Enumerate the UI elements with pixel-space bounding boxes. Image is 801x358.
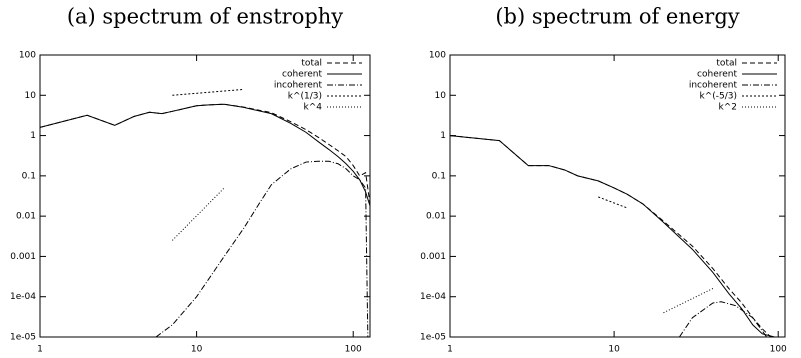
y-tick-label: 1 xyxy=(30,131,36,141)
legend-label: k^4 xyxy=(304,103,323,113)
chart-title: (a) spectrum of enstrophy xyxy=(67,5,343,29)
series-line xyxy=(678,301,768,337)
legend-label: k^(1/3) xyxy=(288,92,322,102)
series-line xyxy=(450,135,772,337)
legend-label: total xyxy=(301,59,322,69)
y-tick-label: 10 xyxy=(25,91,37,101)
legend-label: coherent xyxy=(282,70,322,80)
series-line xyxy=(171,187,225,241)
plot-lines xyxy=(450,135,775,337)
chart-title: (b) spectrum of energy xyxy=(495,5,739,29)
series-line xyxy=(155,160,369,337)
y-tick-label: 0.001 xyxy=(420,252,446,262)
plot-lines xyxy=(40,88,370,337)
legend-label: k^(-5/3) xyxy=(699,92,737,102)
y-tick-label: 1e-04 xyxy=(420,292,446,302)
series-line xyxy=(40,103,370,205)
y-tick-label: 0.01 xyxy=(426,212,446,222)
series-line xyxy=(172,88,244,96)
series-line xyxy=(663,288,714,314)
plot-frame xyxy=(39,54,371,338)
legend-label: coherent xyxy=(697,70,737,80)
legend-label: incoherent xyxy=(689,81,738,91)
series-line xyxy=(40,103,370,207)
legend-label: k^2 xyxy=(719,103,737,113)
y-tick-label: 1 xyxy=(440,131,446,141)
y-tick-label: 0.01 xyxy=(16,212,36,222)
series-line xyxy=(598,196,628,209)
legend-label: total xyxy=(716,59,737,69)
series-line xyxy=(450,135,775,337)
y-tick-label: 0.1 xyxy=(22,171,36,181)
x-tick-label: 10 xyxy=(191,345,203,355)
x-tick-label: 100 xyxy=(770,345,787,355)
x-tick-label: 10 xyxy=(608,345,620,355)
x-tick-label: 1 xyxy=(447,345,453,355)
legend-label: incoherent xyxy=(274,81,323,91)
y-tick-label: 1e-04 xyxy=(10,292,36,302)
y-tick-label: 100 xyxy=(429,51,446,61)
x-tick-label: 1 xyxy=(37,345,43,355)
y-tick-label: 10 xyxy=(435,91,447,101)
y-tick-label: 1e-05 xyxy=(10,333,36,343)
y-tick-label: 0.1 xyxy=(432,171,446,181)
y-tick-label: 1e-05 xyxy=(420,333,446,343)
y-tick-label: 100 xyxy=(19,51,36,61)
x-tick-label: 100 xyxy=(345,345,362,355)
plot-frame xyxy=(449,54,786,338)
y-tick-label: 0.001 xyxy=(10,252,36,262)
